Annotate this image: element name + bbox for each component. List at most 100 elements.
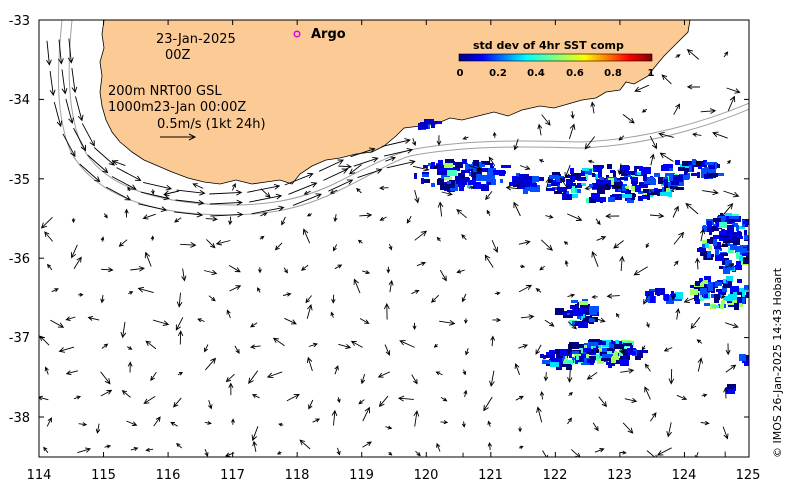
sst-pixel	[612, 182, 622, 189]
sst-pixel	[512, 176, 518, 183]
current-arrow	[399, 340, 415, 348]
current-arrow	[587, 159, 595, 164]
current-arrow	[584, 136, 596, 150]
sst-pixel	[566, 175, 572, 178]
sst-pixel	[749, 233, 757, 239]
sst-pixel	[572, 186, 575, 193]
current-arrow	[666, 422, 672, 438]
sst-pixel	[715, 255, 724, 261]
current-arrow	[336, 447, 341, 456]
sst-pixel	[611, 357, 616, 363]
sst-pixel	[646, 295, 650, 302]
sst-pixel	[579, 173, 587, 176]
current-arrow	[323, 168, 349, 181]
sst-pixel	[498, 171, 506, 174]
current-arrow	[203, 344, 209, 353]
current-arrow	[353, 278, 361, 294]
current-arrow	[668, 368, 675, 385]
current-arrow	[725, 343, 731, 356]
sst-pixel	[719, 236, 729, 241]
current-arrow	[81, 123, 95, 147]
sst-pixel	[581, 358, 590, 365]
sst-pixel	[625, 186, 629, 189]
sst-pixel	[649, 289, 656, 292]
current-arrow	[518, 240, 531, 245]
current-arrow	[723, 190, 740, 198]
current-arrow	[180, 242, 197, 248]
current-arrow	[100, 371, 111, 385]
sst-pixel	[706, 169, 712, 173]
sst-pixel	[746, 292, 749, 298]
current-arrow	[412, 165, 430, 172]
sst-pixel	[546, 188, 555, 191]
current-arrow	[203, 269, 218, 276]
sst-pixel	[572, 321, 575, 326]
sst-pixel	[641, 167, 651, 174]
sst-pixel	[729, 283, 732, 286]
current-arrow	[605, 213, 620, 219]
current-arrow	[357, 168, 383, 179]
sst-pixel	[694, 285, 700, 291]
sst-pixel	[440, 168, 446, 171]
current-arrow	[250, 322, 258, 328]
sst-pixel	[664, 294, 669, 301]
sst-pixel	[552, 172, 560, 176]
sst-pixel	[577, 189, 581, 193]
sst-pixel	[583, 348, 591, 352]
sst-pixel	[742, 253, 748, 256]
current-arrow	[358, 399, 365, 405]
sst-pixel	[713, 218, 721, 222]
sst-pixel	[623, 171, 633, 174]
current-arrow	[353, 156, 379, 167]
current-arrow	[567, 321, 577, 330]
current-arrow	[333, 214, 338, 223]
sst-pixel	[654, 188, 658, 192]
colorbar-tick: 0.8	[604, 68, 622, 79]
current-arrow	[595, 346, 600, 354]
current-arrow	[560, 177, 569, 190]
sst-pixel	[423, 165, 428, 168]
sst-pixel	[481, 184, 489, 191]
current-arrow	[288, 182, 318, 195]
x-tick-label: 116	[156, 468, 181, 483]
current-arrow	[176, 442, 183, 449]
sst-pixel	[463, 170, 470, 173]
current-arrow	[174, 211, 204, 218]
sst-pixel	[481, 161, 490, 165]
sst-pixel	[540, 354, 544, 358]
sst-pixel	[690, 289, 698, 295]
current-arrow	[103, 213, 108, 219]
sst-pixel	[443, 163, 453, 168]
current-arrow	[44, 366, 49, 375]
current-arrow	[567, 213, 583, 221]
current-arrow	[486, 209, 491, 216]
current-arrow	[130, 266, 146, 272]
sst-pixel	[704, 294, 708, 298]
sst-pixel	[714, 173, 724, 176]
sst-pixel	[719, 231, 725, 238]
sst-pixel	[573, 309, 583, 316]
current-arrow	[645, 321, 650, 328]
sst-pixel	[716, 282, 722, 286]
sst-pixel	[727, 225, 734, 232]
sst-pixel	[708, 246, 712, 250]
current-arrow	[51, 288, 59, 293]
sst-pixel	[700, 288, 710, 293]
current-arrow	[260, 212, 268, 217]
sst-pixel	[743, 221, 749, 224]
current-arrow	[350, 340, 363, 348]
sst-pixel	[414, 173, 417, 179]
current-arrow	[209, 199, 243, 206]
sst-pixel	[572, 194, 578, 198]
sst-pixel	[575, 360, 578, 364]
current-arrow	[649, 189, 654, 196]
current-arrow	[278, 422, 284, 427]
sst-pixel	[722, 244, 728, 247]
sst-pixel	[596, 165, 604, 168]
sst-pixel	[612, 194, 622, 200]
current-arrow	[145, 340, 157, 350]
y-tick-label: -35	[9, 173, 30, 188]
sst-pixel	[702, 244, 707, 248]
sst-pixel	[702, 281, 708, 284]
current-arrow	[567, 343, 572, 355]
